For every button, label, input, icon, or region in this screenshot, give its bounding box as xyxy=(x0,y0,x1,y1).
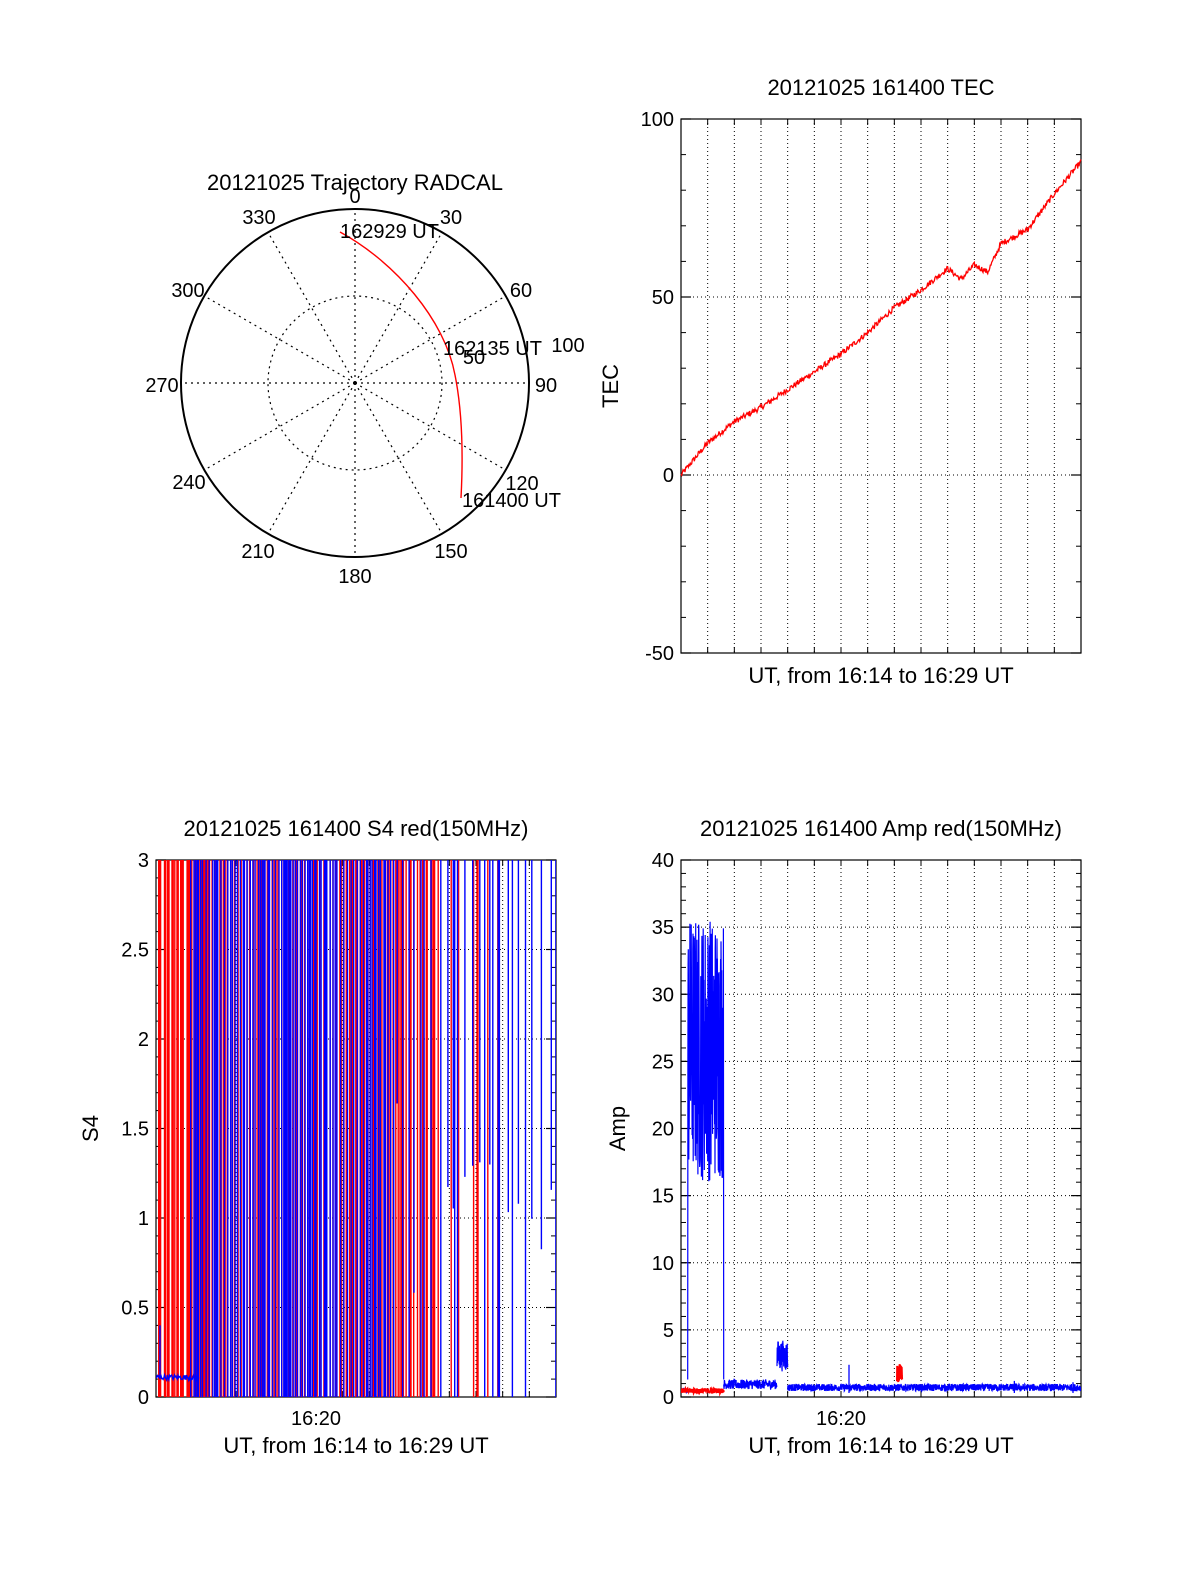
amp-ytick-label: 15 xyxy=(652,1186,674,1208)
amp-ytick-label: 40 xyxy=(652,850,674,872)
s4-ytick-label: 1.5 xyxy=(121,1119,149,1141)
polar-spoke xyxy=(267,382,356,534)
polar-azimuth-label: 180 xyxy=(338,566,371,588)
s4-ytick-label: 0 xyxy=(138,1387,149,1409)
amp-xtick-label: 16:20 xyxy=(816,1408,866,1430)
tec-series-line xyxy=(680,159,1082,478)
s4-title: 20121025 161400 S4 red(150MHz) xyxy=(184,816,529,841)
tec-ytick-label: 100 xyxy=(641,109,674,131)
polar-spoke xyxy=(354,295,506,384)
s4-ytick-label: 2.5 xyxy=(121,940,149,962)
s4-ytick-label: 2 xyxy=(138,1029,149,1051)
polar-spoke xyxy=(354,382,506,471)
s4-ytick-label: 1 xyxy=(138,1208,149,1230)
tec-ytick-label: 50 xyxy=(652,287,674,309)
amp-title: 20121025 161400 Amp red(150MHz) xyxy=(700,816,1062,841)
polar-spoke xyxy=(354,382,443,534)
tec-xlabel: UT, from 16:14 to 16:29 UT xyxy=(748,663,1013,688)
polar-time-label: 162135 UT xyxy=(443,338,542,360)
amp-ytick-label: 30 xyxy=(652,984,674,1006)
tec-title: 20121025 161400 TEC xyxy=(767,75,994,100)
amp-ytick-label: 25 xyxy=(652,1051,674,1073)
tec-ytick-label: -50 xyxy=(645,643,674,665)
amp-ytick-label: 0 xyxy=(663,1387,674,1409)
amp-ylabel: Amp xyxy=(605,1106,630,1151)
polar-azimuth-label: 0 xyxy=(349,186,360,208)
polar-outer-circle xyxy=(180,208,530,558)
amp-chart: 40 35 30 25 20 15 10 5 0 16:20 20121025 161400 Amp… xyxy=(605,816,1082,1458)
s4-ytick-label: 0.5 xyxy=(121,1298,149,1320)
polar-spoke xyxy=(354,232,443,384)
polar-ring-50 xyxy=(267,295,443,471)
polar-azimuth-label: 150 xyxy=(434,541,467,563)
polar-spoke xyxy=(204,295,356,384)
polar-time-label: 161400 UT xyxy=(462,490,561,512)
polar-azimuth-label: 90 xyxy=(535,375,557,397)
polar-spoke xyxy=(267,232,356,384)
tec-plot-frame xyxy=(680,118,1082,654)
polar-azimuth-label: 30 xyxy=(440,207,462,229)
amp-series-red xyxy=(681,1364,904,1397)
polar-azimuth-label: 120 xyxy=(505,473,538,495)
polar-zenith-label: 50 xyxy=(463,347,485,369)
tec-ylabel: TEC xyxy=(598,364,623,408)
s4-series-blue-baseline xyxy=(156,1372,200,1383)
s4-ylabel: S4 xyxy=(78,1115,103,1142)
polar-azimuth-label: 300 xyxy=(171,280,204,302)
polar-trajectory-line xyxy=(339,231,463,499)
polar-zenith-label: 100 xyxy=(551,335,584,357)
polar-azimuth-label: 270 xyxy=(145,375,178,397)
amp-ytick-label: 35 xyxy=(652,917,674,939)
polar-azimuth-label: 330 xyxy=(242,207,275,229)
tec-chart: 100 50 0 -50 20121025 161400 TEC UT, from 16:… xyxy=(598,75,1082,688)
s4-xtick-label: 16:20 xyxy=(291,1408,341,1430)
amp-plot-area xyxy=(681,921,1081,1397)
s4-chart: 3 2.5 2 1.5 1 0.5 0 16:20 20121025 161400 S4 red… xyxy=(78,816,557,1458)
polar-title: 20121025 Trajectory RADCAL xyxy=(207,170,503,195)
tec-ytick-label: 0 xyxy=(663,465,674,487)
s4-series-blue xyxy=(190,860,556,1397)
s4-xlabel: UT, from 16:14 to 16:29 UT xyxy=(223,1433,488,1458)
polar-time-label: 162929 UT xyxy=(340,221,439,243)
amp-ytick-label: 5 xyxy=(663,1320,674,1342)
polar-azimuth-label: 240 xyxy=(172,472,205,494)
polar-spoke xyxy=(204,382,356,471)
amp-series-blue xyxy=(681,921,1081,1395)
s4-plot-area xyxy=(156,860,556,1397)
amp-xlabel: UT, from 16:14 to 16:29 UT xyxy=(748,1433,1013,1458)
amp-ytick-label: 20 xyxy=(652,1119,674,1141)
amp-ytick-label: 10 xyxy=(652,1253,674,1275)
polar-azimuth-label: 60 xyxy=(510,280,532,302)
polar-azimuth-label: 210 xyxy=(241,541,274,563)
s4-ytick-label: 3 xyxy=(138,850,149,872)
